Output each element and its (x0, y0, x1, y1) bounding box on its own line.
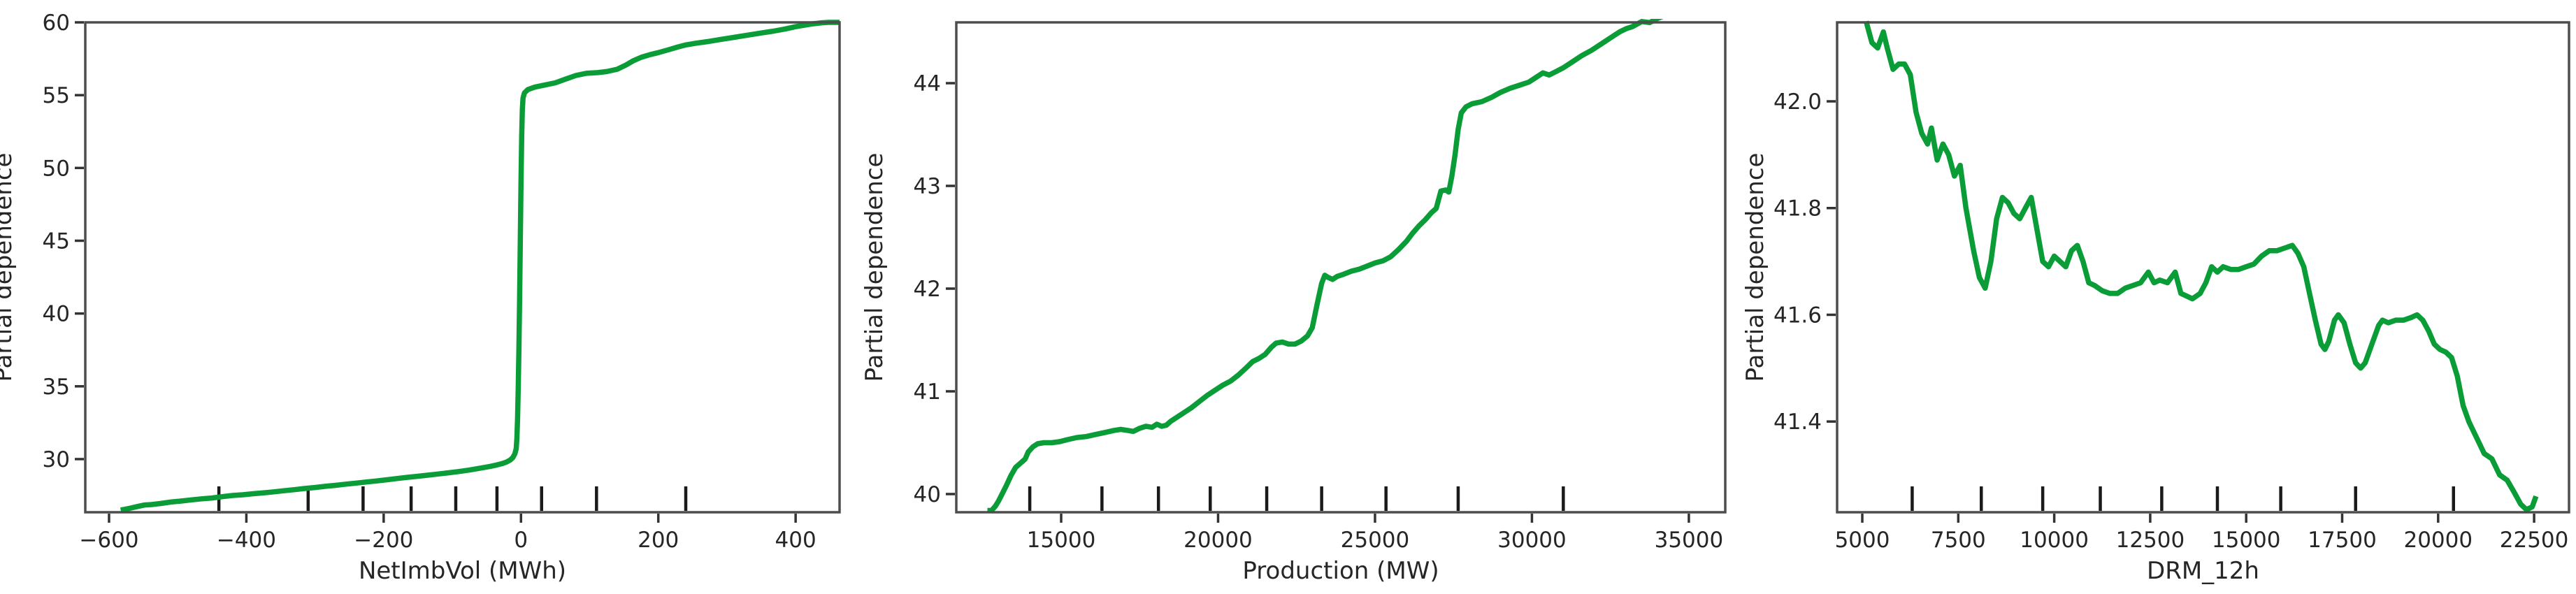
plot-border (84, 21, 841, 514)
series-line-partial_dependence (987, 19, 1664, 514)
x-tick-label: 5000 (1835, 528, 1890, 553)
x-tick-label: 200 (638, 528, 679, 553)
x-tick-label: 25000 (1341, 528, 1410, 553)
y-tick-label: 60 (43, 10, 70, 36)
y-tick-label: 41.8 (1773, 196, 1822, 222)
x-tick-label: 22500 (2500, 528, 2569, 553)
x-tick-label: 0 (514, 528, 528, 553)
x-tick-label: −600 (79, 528, 138, 553)
plot-border (955, 21, 1727, 514)
x-axis-label: Production (MW) (1242, 557, 1439, 585)
y-tick-label: 40 (43, 302, 70, 327)
chart-1: 15000 20000 25000 30000 35000 40 41 42 43 44 Produ… (861, 19, 1727, 585)
y-tick-label: 44 (914, 71, 941, 96)
x-tick-label: 10000 (2020, 528, 2089, 553)
y-tick-label: 45 (43, 229, 70, 254)
x-tick-label: 35000 (1655, 528, 1724, 553)
y-tick-label: 40 (914, 482, 941, 507)
x-tick-label: −200 (354, 528, 413, 553)
y-tick-label: 41.6 (1773, 303, 1822, 328)
chart-0: −600 −400 −200 0 200 400 30 35 40 45 50 55 60 NetImbV… (0, 10, 841, 585)
x-tick-label: 7500 (1931, 528, 1986, 553)
y-tick-label: 50 (43, 156, 70, 181)
y-tick-label: 30 (43, 447, 70, 472)
x-axis-label: DRM_12h (2147, 557, 2259, 585)
x-axis-label: NetImbVol (MWh) (359, 557, 566, 585)
x-tick-label: 15000 (2212, 528, 2281, 553)
x-tick-label: 12500 (2116, 528, 2185, 553)
x-tick-label: 15000 (1027, 528, 1096, 553)
plot-border (1836, 21, 2570, 514)
y-tick-label: 42 (914, 277, 941, 302)
chart-2: 5000 7500 10000 12500 15000 17500 20000 22500 41… (1741, 20, 2570, 585)
y-axis-label: Partial dependence (0, 153, 17, 382)
x-tick-label: 20000 (1183, 528, 1253, 553)
series-line-partial_dependence (1863, 20, 2539, 512)
y-tick-label: 42.0 (1773, 89, 1822, 115)
y-tick-label: 43 (914, 174, 941, 199)
y-axis-label: Partial dependence (861, 153, 888, 382)
x-tick-label: −400 (217, 528, 276, 553)
y-tick-label: 55 (43, 83, 70, 108)
x-tick-label: 30000 (1497, 528, 1567, 553)
x-tick-label: 20000 (2403, 528, 2473, 553)
y-axis-label: Partial dependence (1741, 153, 1769, 382)
y-tick-label: 35 (43, 375, 70, 400)
y-tick-label: 41 (914, 379, 941, 405)
series-line-partial_dependence (120, 20, 840, 513)
x-tick-label: 17500 (2308, 528, 2377, 553)
y-tick-label: 41.4 (1773, 410, 1822, 435)
x-tick-label: 400 (775, 528, 816, 553)
